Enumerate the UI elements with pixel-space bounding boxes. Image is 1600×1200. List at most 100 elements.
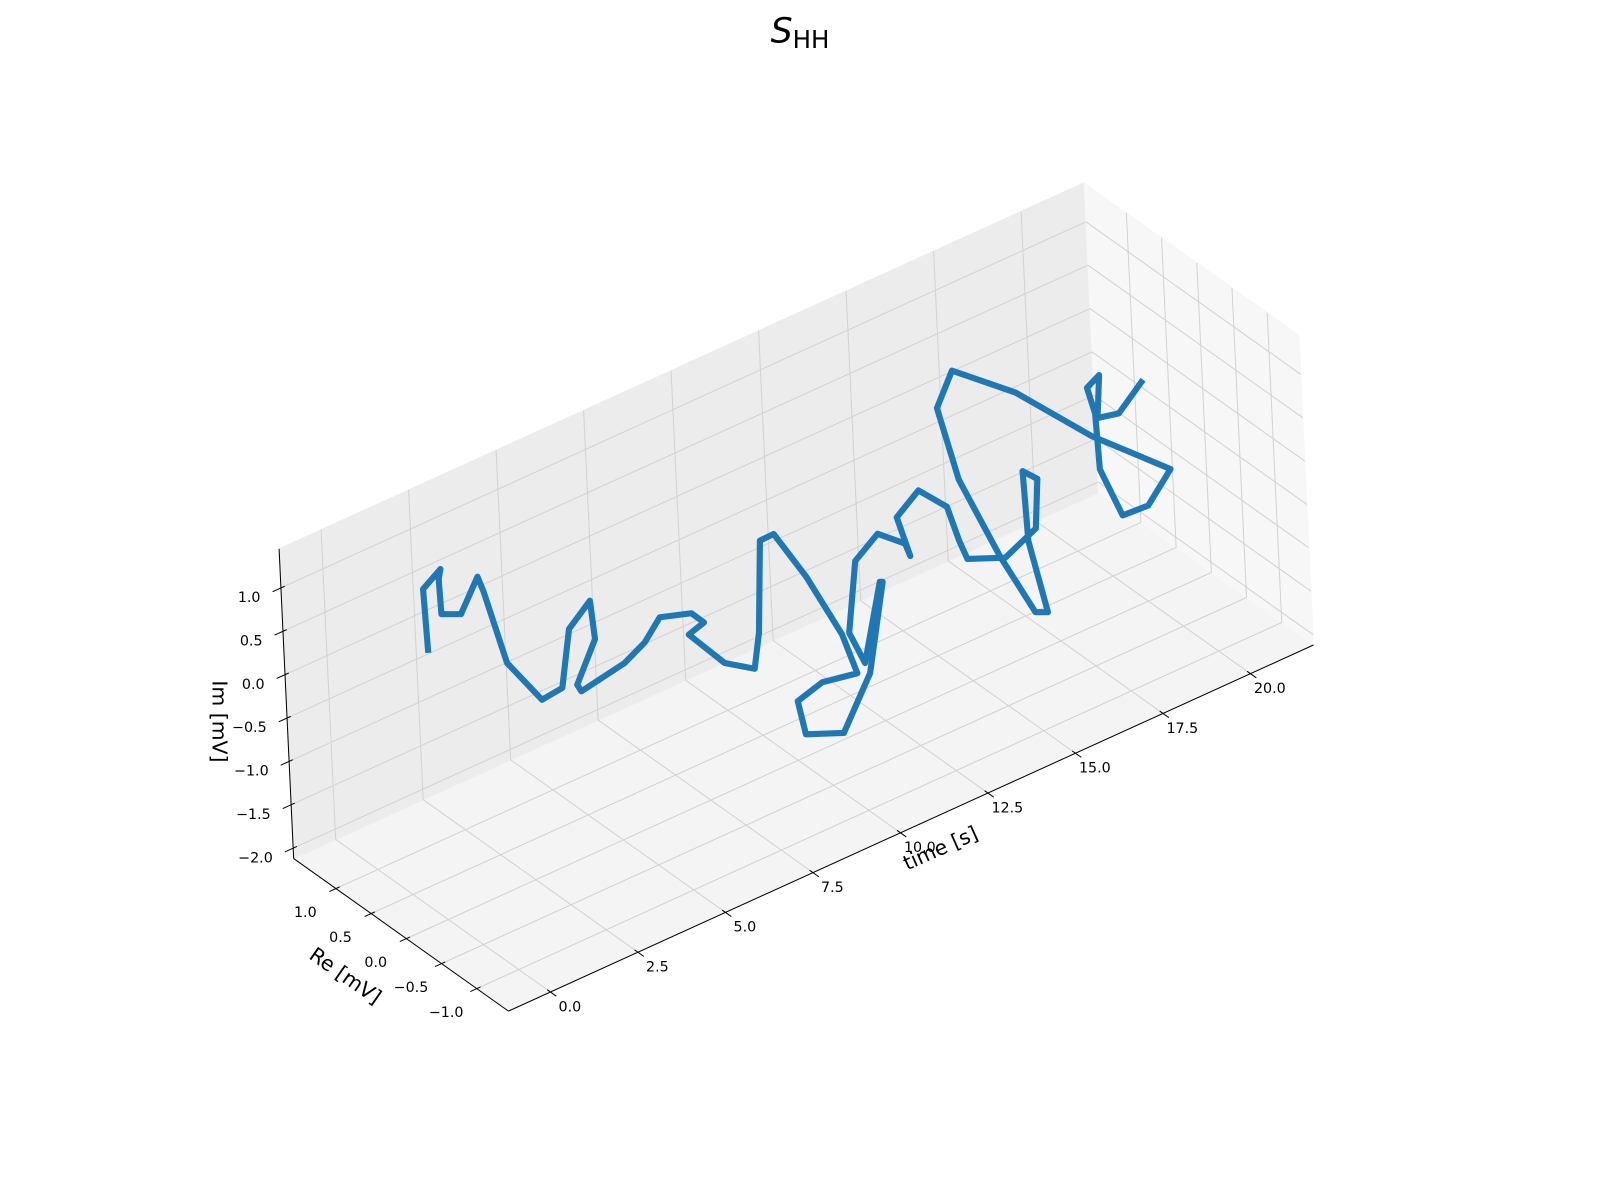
grid-line: [1087, 264, 1304, 419]
y-tick: [399, 936, 411, 943]
z-tick-label: 0.0: [242, 677, 265, 693]
y-axis-title: Re [mV]: [305, 942, 386, 1009]
z-tick: [284, 846, 298, 853]
x-tick-label: 17.5: [1166, 721, 1198, 737]
grid-line: [335, 839, 551, 993]
x-axis-title: time [s]: [899, 821, 981, 875]
grid-line: [510, 759, 726, 913]
y-axis-line: [293, 858, 509, 1012]
x-tick: [721, 909, 732, 917]
x-tick: [1159, 710, 1170, 719]
grid-line: [947, 560, 1164, 714]
grid-line: [288, 394, 1095, 762]
grid-line: [597, 719, 814, 874]
z-tick-label: 1.0: [238, 590, 261, 606]
x-tick-label: 10.0: [904, 840, 936, 856]
grid-line: [292, 481, 1099, 849]
z-tick: [278, 715, 291, 723]
grid-line: [860, 600, 1076, 754]
grid-line: [286, 351, 1093, 719]
z-tick-label: 0.5: [240, 633, 263, 649]
title-subscript: HH: [793, 25, 830, 54]
grid-line: [1089, 308, 1306, 462]
plot-area: [420, 367, 1174, 738]
x-tick: [809, 869, 820, 878]
grid-line: [1266, 312, 1283, 623]
grid-line: [1161, 237, 1177, 548]
z-tick-label: −2.0: [238, 850, 273, 866]
grid-line: [495, 450, 512, 760]
x-tick-label: 2.5: [646, 960, 669, 976]
grid-line: [408, 489, 424, 800]
z-axis-title: Im [mV]: [207, 680, 231, 762]
title-main: S: [771, 12, 793, 52]
grid-line: [758, 330, 774, 641]
z-tick: [274, 629, 287, 636]
x-tick: [1071, 750, 1082, 758]
grid-line: [583, 410, 599, 721]
grid-line: [406, 572, 1212, 940]
y-tick-label: −1.0: [429, 1005, 464, 1021]
z-tick-label: −0.5: [232, 720, 267, 736]
x-tick-label: 7.5: [821, 880, 844, 896]
grid-line: [370, 547, 1177, 915]
y-tick-label: 0.0: [364, 955, 387, 971]
z-tick: [280, 759, 294, 766]
z-tick: [276, 672, 289, 679]
grid-line: [1097, 481, 1314, 636]
grid-line: [1231, 287, 1248, 598]
chart-title: SHH: [771, 12, 830, 54]
x-tick: [634, 949, 645, 957]
trajectory-line: [420, 367, 1174, 738]
grid-line: [685, 679, 901, 834]
x-tick-label: 12.5: [991, 800, 1023, 816]
grid-line: [772, 640, 989, 794]
axes: 0.02.55.07.510.012.515.017.520.0−1.0−0.5…: [232, 548, 1314, 1021]
z-tick-label: −1.5: [236, 807, 271, 823]
grid-line: [1085, 221, 1302, 375]
y-tick: [470, 986, 481, 993]
y-tick: [329, 886, 340, 893]
grid-line: [670, 370, 687, 681]
grid-line: [1196, 262, 1212, 573]
grid-line: [1093, 394, 1310, 549]
y-tick-label: 1.0: [294, 905, 317, 921]
x-tick-label: 0.0: [559, 999, 582, 1015]
grid-line: [280, 221, 1087, 589]
z-tick-label: −1.0: [234, 764, 269, 780]
x-tick: [896, 830, 907, 838]
grid-line: [290, 438, 1097, 806]
grid-line: [441, 597, 1247, 965]
y-tick: [364, 911, 376, 918]
grid-line: [335, 521, 1142, 890]
grid-line: [282, 264, 1089, 632]
x-tick-label: 20.0: [1254, 681, 1286, 697]
grid-line: [1020, 211, 1037, 522]
grid-line: [1035, 520, 1251, 675]
z-axis-line: [278, 548, 295, 859]
grid-line: [1125, 212, 1142, 523]
x-tick-label: 15.0: [1079, 761, 1111, 777]
x-tick: [546, 989, 557, 997]
x-tick-label: 5.0: [734, 920, 757, 936]
grid-line: [422, 799, 639, 953]
grid-line: [845, 290, 862, 601]
panes: [278, 181, 1315, 1012]
x-axis-line: [508, 644, 1314, 1012]
grid-line: [1091, 351, 1308, 505]
x-tick: [984, 790, 995, 798]
y-tick-label: 0.5: [329, 930, 352, 946]
side-pane: [1083, 181, 1315, 647]
grid-line: [1095, 438, 1312, 592]
y-tick: [434, 961, 446, 968]
grid-line: [476, 622, 1282, 990]
z-tick: [272, 585, 285, 593]
z-tick: [282, 802, 296, 810]
grid-line: [320, 529, 337, 840]
grid: [280, 211, 1314, 993]
x-tick: [1246, 670, 1257, 679]
y-tick-label: −0.5: [394, 980, 429, 996]
